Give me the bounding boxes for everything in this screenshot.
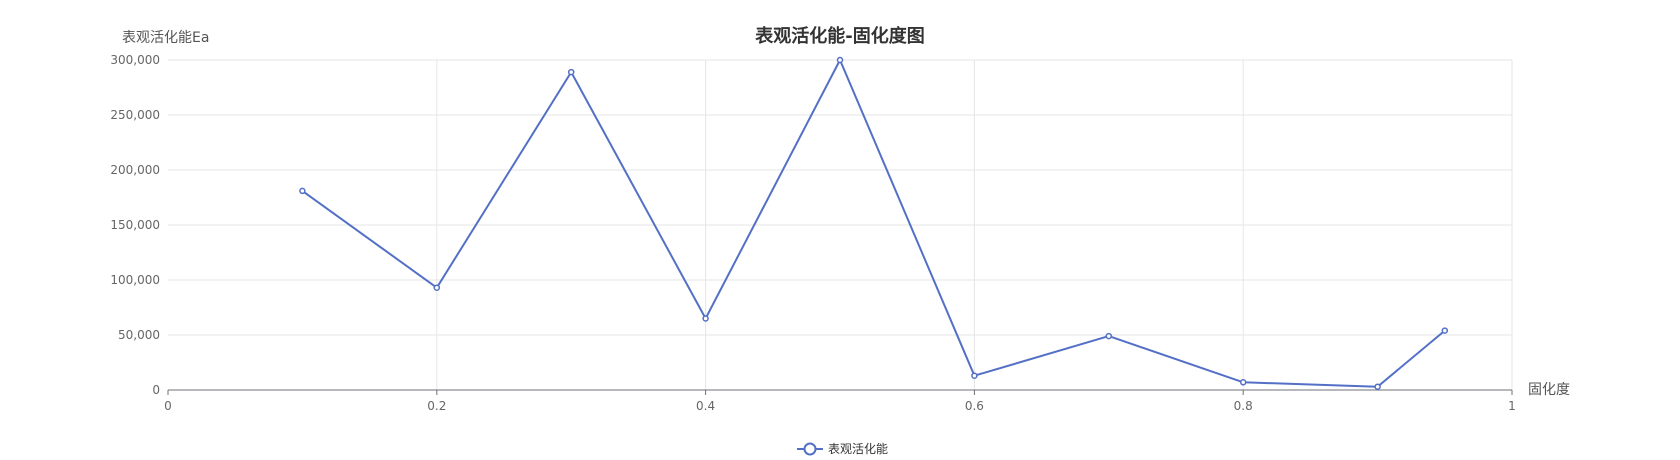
tick-labels: 0 0.2 0.4 0.6 0.8 1 0 50,000 100,000 150,000 200,0… [110,53,1515,413]
legend[interactable]: 表观活化能 [797,442,888,456]
series-layer [299,56,1449,390]
axis-layer [167,389,1513,395]
x-tick-label: 0 [164,399,172,413]
data-point[interactable] [836,56,844,64]
data-point[interactable] [702,315,709,322]
y-tick-label: 300,000 [110,53,160,67]
chart-title: 表观活化能-固化度图 [755,25,924,47]
x-tick-label: 0.4 [696,399,715,413]
data-point[interactable] [433,284,441,291]
x-tick-label: 1 [1508,399,1516,413]
x-tick-label: 0.6 [965,399,984,413]
legend-label: 表观活化能 [828,442,888,456]
data-point[interactable] [1239,379,1247,386]
y-tick-label: 200,000 [110,163,160,177]
y-tick-label: 250,000 [110,108,160,122]
y-axis-label: 表观活化能Ea [122,30,209,46]
data-point[interactable] [1105,332,1113,340]
legend-circle-icon [803,442,817,456]
data-point[interactable] [1441,327,1449,334]
data-point[interactable] [971,372,978,379]
data-point[interactable] [1374,383,1381,390]
data-point[interactable] [299,187,306,195]
y-tick-label: 100,000 [110,273,160,287]
series-line [301,59,1446,388]
data-point[interactable] [567,68,575,76]
grid-layer [168,59,1513,390]
y-tick-label: 150,000 [110,218,160,232]
x-axis-label: 固化度 [1528,382,1570,398]
y-tick-label: 0 [152,383,160,397]
x-tick-label: 0.8 [1234,399,1253,413]
y-tick-label: 50,000 [118,328,160,342]
x-tick-label: 0.2 [427,399,446,413]
